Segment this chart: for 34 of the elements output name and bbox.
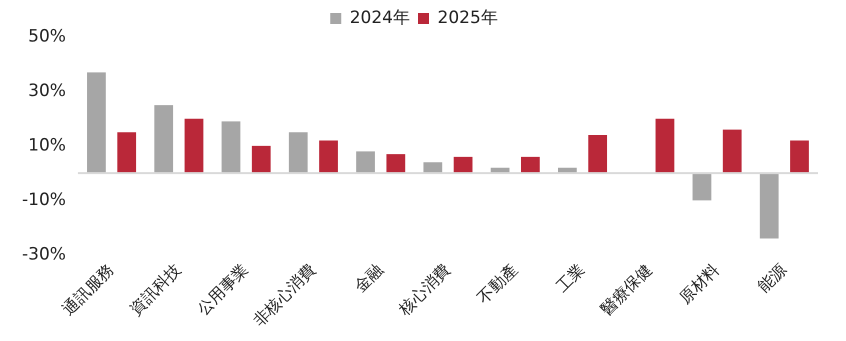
y-tick-label: 50%: [28, 26, 66, 46]
bar: [588, 135, 608, 174]
bar: [319, 140, 338, 174]
bar: [692, 173, 712, 200]
bar: [288, 132, 308, 174]
bar: [356, 151, 375, 174]
bar: [87, 72, 106, 174]
bar: [386, 154, 406, 174]
bar: [252, 146, 271, 174]
x-tick-label: 不動產: [474, 260, 522, 308]
x-tick-label: 工業: [552, 260, 588, 296]
bar: [117, 132, 136, 174]
x-tick-label: 非核心消費: [249, 260, 320, 330]
x-tick-label: 能源: [754, 260, 790, 296]
x-tick-label: 原材料: [675, 260, 723, 308]
bar: [790, 140, 809, 174]
legend-label: 2024年: [350, 8, 410, 28]
legend-label: 2025年: [438, 8, 498, 28]
bar: [520, 156, 540, 174]
bar: [154, 105, 174, 174]
x-tick-label: 公用事業: [193, 260, 252, 319]
bar: [222, 121, 240, 174]
x-tick-label: 金融: [350, 260, 386, 296]
bar: [454, 156, 472, 174]
y-tick-label: 10%: [28, 135, 66, 156]
bar: [184, 118, 204, 174]
x-tick-label: 資訊科技: [126, 260, 185, 319]
bar: [722, 130, 742, 174]
bar: [760, 173, 779, 239]
y-tick-label: 30%: [28, 80, 66, 101]
y-tick-label: -10%: [22, 190, 66, 210]
bar: [656, 118, 674, 174]
x-tick-label: 醫療保健: [596, 260, 656, 319]
x-tick-label: 核心消費: [394, 260, 454, 320]
